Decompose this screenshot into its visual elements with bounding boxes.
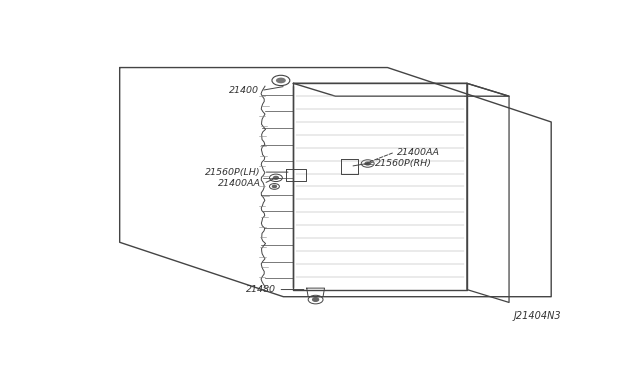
Circle shape: [276, 78, 286, 83]
Text: 21560P(RH): 21560P(RH): [375, 159, 432, 168]
Text: 21560P(LH): 21560P(LH): [205, 168, 261, 177]
Text: 21400: 21400: [228, 86, 259, 95]
Circle shape: [365, 162, 370, 165]
Text: 21400AA: 21400AA: [397, 148, 440, 157]
Circle shape: [273, 185, 276, 187]
Circle shape: [312, 298, 319, 301]
Text: J21404N3: J21404N3: [513, 311, 561, 321]
Circle shape: [273, 176, 278, 179]
Text: 21400AA: 21400AA: [218, 179, 261, 188]
Text: 21480: 21480: [246, 285, 276, 294]
